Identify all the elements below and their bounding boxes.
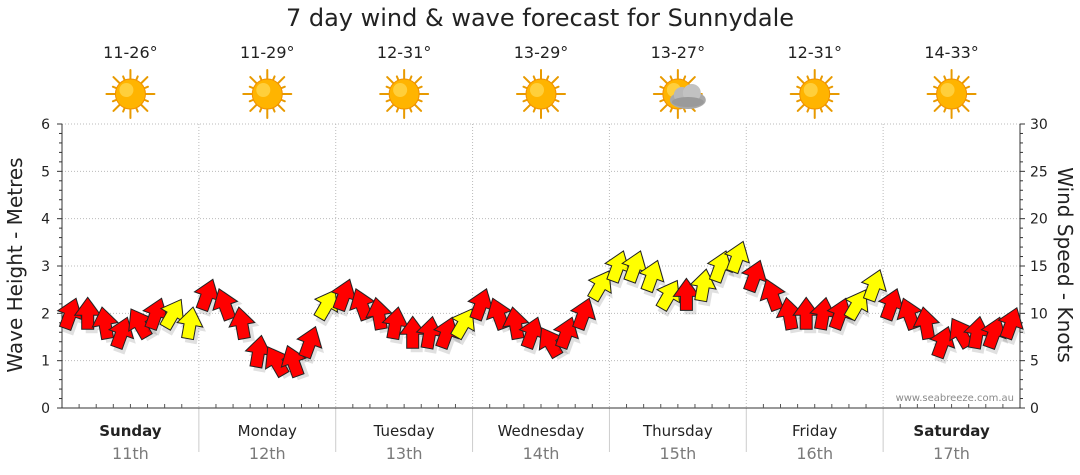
sun-icon [789,69,840,119]
wind-arrow [330,278,359,317]
wind-arrow [450,308,476,346]
y-right-tick-label: 15 [1030,259,1048,275]
wind-arrow [228,306,260,343]
day-labels: Sunday 11th 11-26° Monday 12th 11-29° Tuesday 1… [99,43,990,463]
wind-arrows [56,240,1026,381]
y-right-tick-label: 20 [1030,212,1048,228]
y-left-tick-label: 2 [41,306,50,322]
y-left-tick-label: 4 [41,212,50,228]
y-axis-left-label: Wave Height - Metres [3,157,27,372]
sun-icon [516,69,566,119]
wind-arrow [877,288,906,327]
temperature-range: 11-29° [240,43,295,62]
wind-arrow [569,297,598,336]
wind-arrow [997,306,1026,346]
sun-icon [379,69,430,119]
wind-arrow [193,278,222,317]
y-left-tick-label: 5 [41,164,50,180]
chart-title: 7 day wind & wave forecast for Sunnydale [285,4,795,32]
temperature-range: 11-26° [103,43,158,62]
temperature-range: 12-31° [377,43,432,62]
day-name-label: Wednesday [498,422,585,440]
temperature-range: 13-27° [651,43,706,62]
wind-arrow [467,288,496,327]
temperature-range: 14-33° [924,43,979,62]
day-name-label: Saturday [913,422,990,440]
sun-cloud-icon [652,69,706,119]
wind-arrow [672,277,704,315]
y-left-tick-label: 6 [41,117,50,133]
y-right-tick-label: 5 [1030,354,1039,370]
day-date-label: 12th [249,444,286,463]
day-date-label: 13th [386,444,423,463]
day-name-label: Monday [238,422,297,440]
wind-arrow [587,270,613,308]
y-left-tick-label: 1 [41,354,50,370]
wind-arrow [296,325,325,364]
wind-arrow [638,259,667,298]
day-name-label: Sunday [99,422,162,440]
axes: 0 1 2 3 4 5 6 0 5 10 15 20 25 30 [41,117,1048,417]
y-right-tick-label: 30 [1030,117,1048,133]
wind-arrow [398,315,430,353]
grid-lines [62,123,1020,452]
wind-arrow [860,269,889,308]
sun-icon [105,69,156,119]
day-date-label: 17th [933,444,970,463]
y-right-tick-label: 25 [1030,164,1048,180]
wind-arrow [518,316,547,355]
credit-text: www.seabreeze.com.au [896,393,1014,404]
wind-arrow [792,296,824,334]
day-date-label: 15th [659,444,696,463]
wind-arrow [621,250,650,289]
y-axis-right-label: Wind Speed - Knots [1053,167,1077,363]
wind-arrow [552,316,581,355]
sun-icon [926,69,977,119]
y-right-tick-label: 10 [1030,306,1048,322]
wind-arrow [159,298,185,336]
temperature-range: 12-31° [787,43,842,62]
temperature-range: 13-29° [514,43,569,62]
y-left-tick-label: 0 [41,401,50,417]
day-date-label: 16th [796,444,833,463]
day-date-label: 11th [112,444,149,463]
day-name-label: Thursday [642,422,713,440]
wind-arrow [381,306,412,345]
wind-arrow [176,306,206,345]
day-name-label: Tuesday [373,422,435,440]
y-right-tick-label: 0 [1030,401,1039,417]
day-date-label: 14th [523,444,560,463]
y-left-tick-label: 3 [41,259,50,275]
wind-arrow [740,259,769,298]
wind-arrow [843,289,870,327]
sun-icon [242,69,293,119]
wind-arrow [280,344,311,381]
day-name-label: Friday [792,422,838,440]
wind-arrow [723,240,752,279]
